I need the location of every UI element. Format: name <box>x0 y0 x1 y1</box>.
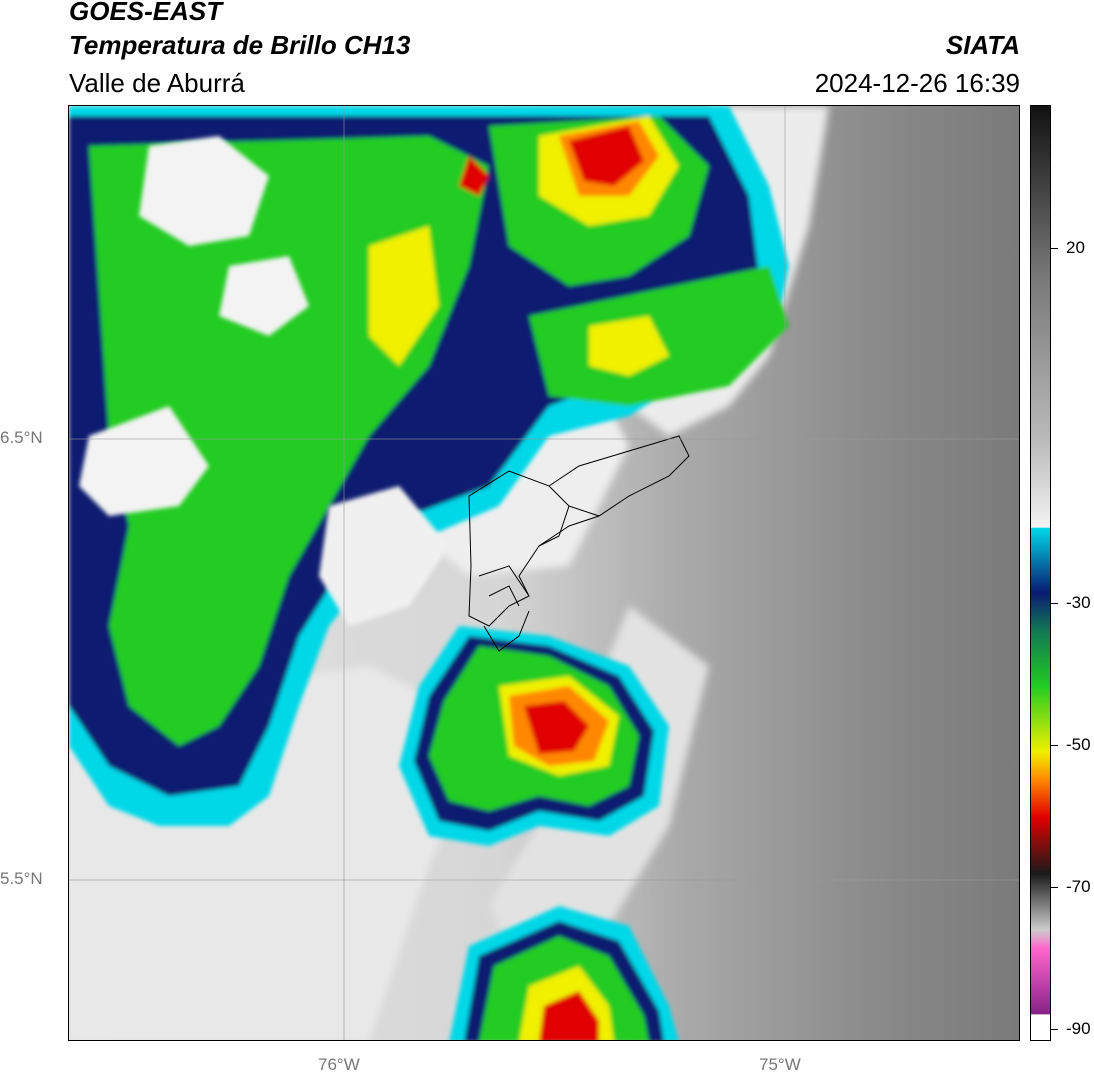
valle-aburra-boundaries <box>468 435 690 652</box>
region-subtitle: Valle de Aburrá <box>69 68 245 98</box>
colorbar-gradient <box>1031 106 1050 1040</box>
colorbar-label-minus50: -50 <box>1066 735 1091 754</box>
colorbar-tick-minus70 <box>1051 887 1058 888</box>
colorbar <box>1030 105 1051 1041</box>
colorbar-label-minus90: -90 <box>1066 1019 1091 1038</box>
lat-label-6-5: 6.5°N <box>0 428 43 447</box>
satellite-title: GOES-EAST <box>69 0 223 26</box>
datetime-label: 2024-12-26 16:39 <box>814 68 1020 98</box>
colorbar-tick-minus30 <box>1051 603 1058 604</box>
cold-cloud-south <box>449 906 679 1040</box>
satellite-map[interactable] <box>68 105 1020 1041</box>
cold-cloud-central <box>399 626 669 846</box>
lon-label-75w: 75°W <box>759 1055 801 1074</box>
colorbar-tick-20 <box>1051 248 1058 249</box>
colorbar-label-20: 20 <box>1066 238 1085 257</box>
white-holes-north <box>79 136 449 626</box>
lat-label-5-5: 5.5°N <box>0 869 43 888</box>
colorbar-tick-minus90 <box>1051 1029 1058 1030</box>
colorbar-label-minus70: -70 <box>1066 877 1091 896</box>
product-title: Temperatura de Brillo CH13 <box>69 30 411 60</box>
colorbar-label-minus30: -30 <box>1066 593 1091 612</box>
colorbar-tick-minus50 <box>1051 745 1058 746</box>
satellite-map-svg <box>69 106 1019 1040</box>
colorbar-svg <box>1031 106 1050 1040</box>
brand-label: SIATA <box>945 30 1020 60</box>
lon-label-76w: 76°W <box>318 1055 360 1074</box>
gridlines <box>69 106 1019 1040</box>
